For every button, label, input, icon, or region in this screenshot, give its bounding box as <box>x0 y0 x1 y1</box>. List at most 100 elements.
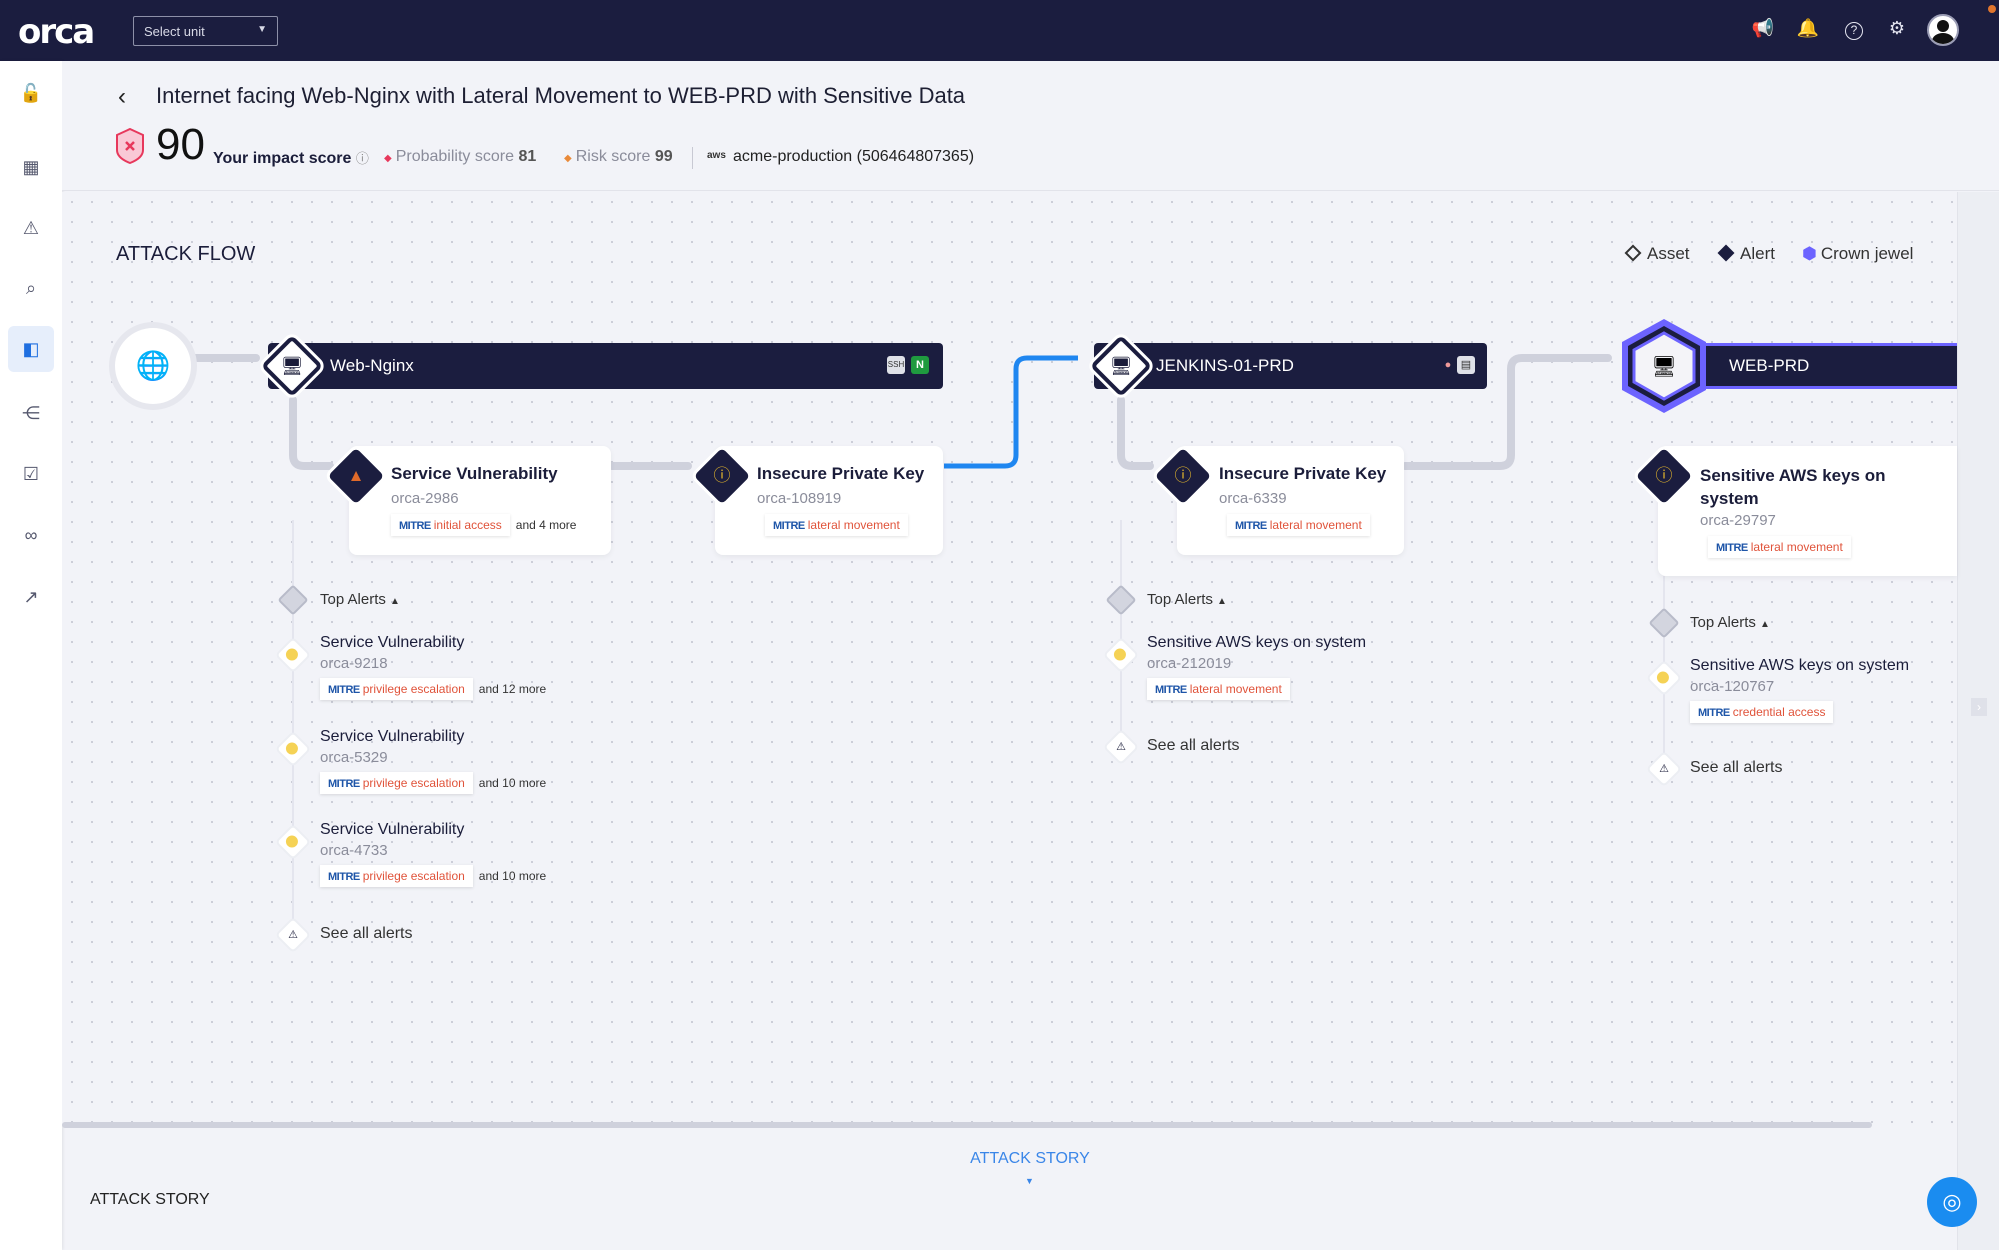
mitre-logo: MITRE <box>1698 707 1730 719</box>
medium-severity-icon <box>281 644 303 669</box>
compliance-icon[interactable]: ☑ <box>22 464 40 484</box>
alert-title: Service Vulnerability <box>320 821 465 838</box>
expand-panel-chevron-icon[interactable]: › <box>1971 698 1987 716</box>
mitre-row: MITRE lateral movement <box>1708 536 1851 558</box>
warning-triangle-icon: ⚠ <box>1116 741 1126 753</box>
mitre-row: MITRE lateral movement <box>1147 678 1366 700</box>
see-all-alerts-link[interactable]: See all alerts <box>320 925 413 942</box>
exclamation-icon: ⓘ <box>1174 466 1192 485</box>
alert-card[interactable]: Sensitive AWS keys on system orca-29797 … <box>1658 446 1957 576</box>
mitre-tactic: lateral movement <box>807 518 900 532</box>
megaphone-icon[interactable]: 📢 <box>1751 18 1775 38</box>
more-tactics[interactable]: and 10 more <box>478 776 547 790</box>
alert-diamond: ⓘ <box>1154 447 1212 505</box>
asset-web-prd[interactable]: WEB-PRD <box>1664 343 1957 389</box>
help-icon[interactable]: ? <box>1845 22 1863 40</box>
more-tactics[interactable]: and 10 more <box>478 869 547 883</box>
alert-id: orca-120767 <box>1690 678 1775 695</box>
see-all-alerts-link[interactable]: See all alerts <box>1690 759 1783 776</box>
alert-diamond: ⓘ <box>1635 447 1693 505</box>
internet-globe-icon[interactable]: 🌐 <box>115 328 191 404</box>
alert-title: Service Vulnerability <box>391 464 558 483</box>
alert-card[interactable]: Insecure Private Key orca-108919 MITRE la… <box>715 446 943 555</box>
asset-name: Web-Nginx <box>330 356 414 375</box>
mitre-tag: MITRE lateral movement <box>1147 678 1290 700</box>
legend-alert: Alert <box>1717 244 1775 264</box>
ssh-icon: SSH <box>887 356 905 374</box>
attack-story-tab[interactable]: ATTACK STORY <box>970 1150 1090 1167</box>
svg-text:🖥: 🖥 <box>1651 356 1676 378</box>
server-icon: 🖥 <box>280 356 304 376</box>
alert-icon[interactable]: ⚠ <box>22 218 40 238</box>
alert-title: Service Vulnerability <box>320 728 465 745</box>
medium-severity-icon <box>1109 644 1131 669</box>
integrations-icon[interactable]: ∞ <box>24 525 38 545</box>
alert-id: orca-212019 <box>1147 655 1232 672</box>
see-all-alerts-link[interactable]: See all alerts <box>1147 737 1240 754</box>
mitre-tag: MITRE lateral movement <box>765 514 908 536</box>
mitre-tactic: lateral movement <box>1189 682 1282 696</box>
mitre-logo: MITRE <box>328 871 360 883</box>
gear-icon[interactable]: ⚙ <box>1888 18 1906 38</box>
top-alert-item[interactable]: Service Vulnerability orca-4733 MITRE pri… <box>320 821 546 887</box>
asset-web-nginx[interactable]: Web-Nginx SSH N <box>268 343 943 389</box>
top-alert-item[interactable]: Sensitive AWS keys on system orca-120767… <box>1690 657 1909 723</box>
legend-asset: Asset <box>1624 244 1690 264</box>
mitre-logo: MITRE <box>1235 520 1267 532</box>
back-arrow-icon[interactable]: ‹ <box>118 83 126 110</box>
medium-severity-icon <box>1652 667 1674 692</box>
bell-icon[interactable]: 🔔 <box>1796 18 1820 38</box>
alert-marker: ⚠ <box>1648 753 1680 785</box>
mitre-tag: MITRE initial access <box>391 514 510 536</box>
mitre-tactic: lateral movement <box>1750 540 1843 554</box>
mitre-logo: MITRE <box>1155 684 1187 696</box>
select-unit-dropdown[interactable]: Select unit ▼ <box>133 16 278 46</box>
select-unit-label: Select unit <box>144 24 205 39</box>
avatar[interactable] <box>1927 14 1959 46</box>
medium-severity-icon <box>281 738 303 763</box>
top-alerts-toggle[interactable]: Top Alerts ▲ <box>1147 591 1227 608</box>
top-alert-item[interactable]: Service Vulnerability orca-5329 MITRE pri… <box>320 728 546 794</box>
more-tactics[interactable]: and 12 more <box>478 682 547 696</box>
more-tactics[interactable]: and 4 more <box>515 518 577 532</box>
flow-icon[interactable]: ↗ <box>23 587 39 607</box>
active-connector <box>944 355 1078 469</box>
mitre-row: MITRE lateral movement <box>1227 514 1370 536</box>
cloud-account[interactable]: acme-production (506464807365) <box>733 148 975 165</box>
info-icon[interactable]: ⓘ <box>355 151 369 166</box>
horizontal-scrollbar[interactable] <box>62 1122 1872 1128</box>
lock-icon[interactable]: 🔓 <box>19 83 43 103</box>
top-alert-item[interactable]: Service Vulnerability orca-9218 MITRE pri… <box>320 634 546 700</box>
top-alert-item[interactable]: Sensitive AWS keys on system orca-212019… <box>1147 634 1366 700</box>
top-alerts-toggle[interactable]: Top Alerts ▲ <box>320 591 400 608</box>
search-icon[interactable]: ⌕ <box>25 278 37 298</box>
caret-up-icon: ▲ <box>1760 619 1770 630</box>
alert-id: orca-2986 <box>391 490 459 507</box>
orca-logo[interactable]: orca <box>18 12 95 52</box>
alert-marker: ⚠ <box>277 919 309 951</box>
crown-jewel-hexagon-icon: ⬢ <box>1802 244 1817 263</box>
graph-icon[interactable]: ⋲ <box>22 403 40 423</box>
attack-path-icon[interactable]: ◧ <box>8 326 54 372</box>
legend-asset-label: Asset <box>1647 244 1690 263</box>
chat-assistant-button[interactable]: ◎ <box>1927 1177 1977 1227</box>
asset-jenkins-01-prd[interactable]: JENKINS-01-PRD ● ▤ <box>1094 343 1487 389</box>
alert-card[interactable]: Service Vulnerability orca-2986 MITRE ini… <box>349 446 611 555</box>
legend-crown-label: Crown jewel <box>1820 244 1914 263</box>
top-alerts-toggle[interactable]: Top Alerts ▲ <box>1690 614 1770 631</box>
mitre-logo: MITRE <box>328 778 360 790</box>
alert-id: orca-9218 <box>320 655 388 672</box>
page-header <box>62 61 1999 191</box>
alert-card[interactable]: Insecure Private Key orca-6339 MITRE late… <box>1177 446 1404 555</box>
attack-flow-title: ATTACK FLOW <box>116 243 256 265</box>
mitre-tag: MITRE lateral movement <box>1708 536 1851 558</box>
mitre-tag: MITRE lateral movement <box>1227 514 1370 536</box>
mitre-row: MITRE privilege escalation and 10 more <box>320 772 546 794</box>
mitre-row: MITRE credential access <box>1690 701 1909 723</box>
dashboard-icon[interactable]: ▦ <box>22 157 40 177</box>
risk-score: ◆ Risk score 99 <box>564 148 673 166</box>
risk-label: Risk score <box>575 148 651 165</box>
mitre-logo: MITRE <box>399 520 431 532</box>
mitre-row: MITRE privilege escalation and 10 more <box>320 865 546 887</box>
attack-story-title: ATTACK STORY <box>90 1191 210 1208</box>
